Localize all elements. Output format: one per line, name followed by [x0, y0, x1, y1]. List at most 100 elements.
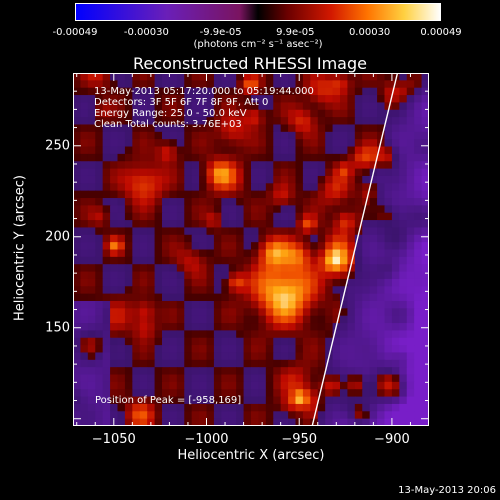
heatmap-cell [73, 220, 82, 229]
heatmap-cell [377, 249, 386, 258]
heatmap-cell [265, 308, 274, 317]
heatmap-cell [354, 124, 363, 133]
heatmap-cell [139, 323, 148, 331]
heatmap-cell [414, 190, 423, 199]
heatmap-cell [354, 102, 363, 111]
heatmap-cell [384, 205, 393, 214]
heatmap-cell [406, 124, 415, 133]
heatmap-cell [302, 374, 311, 383]
heatmap-cell [325, 242, 334, 251]
heatmap-cell [124, 139, 133, 148]
heatmap-cell [251, 175, 260, 184]
heatmap-cell [354, 300, 363, 309]
heatmap-cell [273, 205, 282, 214]
heatmap-cell [147, 109, 156, 118]
heatmap-cell [221, 389, 230, 398]
heatmap-cell [162, 80, 171, 89]
heatmap-cell [310, 168, 319, 177]
heatmap-cell [243, 95, 252, 104]
heatmap-cell [377, 418, 386, 426]
heatmap-cell [124, 168, 133, 177]
heatmap-cell [280, 308, 289, 317]
heatmap-cell [325, 308, 334, 317]
heatmap-cell [310, 256, 319, 265]
heatmap-cell [280, 73, 289, 81]
heatmap-cell [384, 352, 393, 361]
heatmap-cell [325, 330, 334, 339]
heatmap-cell [221, 190, 230, 199]
heatmap-cell [154, 345, 163, 354]
heatmap-cell [132, 352, 141, 361]
x-tick-label: −900 [374, 432, 410, 447]
heatmap-cell [95, 131, 104, 140]
heatmap-cell [73, 293, 82, 302]
heatmap-cell [406, 271, 415, 280]
heatmap-cell [80, 330, 89, 339]
heatmap-cell [110, 95, 119, 104]
heatmap-cell [73, 249, 82, 258]
heatmap-cell [288, 80, 297, 89]
heatmap-cell [421, 352, 429, 361]
heatmap-cell [273, 352, 282, 361]
heatmap-cell [243, 264, 252, 273]
heatmap-cell [362, 117, 371, 126]
heatmap-cell [199, 315, 208, 324]
heatmap-cell [87, 80, 96, 89]
heatmap-cell [340, 198, 349, 206]
heatmap-cell [199, 153, 208, 162]
heatmap-cell [147, 286, 156, 295]
heatmap-cell [221, 168, 230, 177]
heatmap-cell [295, 190, 304, 199]
heatmap-cell [332, 345, 341, 354]
heatmap-cell [132, 337, 141, 346]
heatmap-cell [95, 205, 104, 214]
heatmap-cell [73, 205, 82, 214]
heatmap-cell [280, 161, 289, 170]
heatmap-cell [228, 352, 237, 361]
heatmap-cell [73, 411, 82, 420]
heatmap-cell [325, 117, 334, 126]
heatmap-cell [288, 367, 297, 376]
heatmap-cell [80, 403, 89, 412]
heatmap-cell [169, 323, 178, 331]
heatmap-cell [414, 293, 423, 302]
heatmap-cell [117, 293, 126, 302]
heatmap-cell [421, 183, 429, 192]
heatmap-cell [162, 139, 171, 148]
heatmap-cell [377, 278, 386, 287]
heatmap-cell [288, 212, 297, 221]
heatmap-cell [347, 227, 356, 236]
heatmap-cell [176, 227, 185, 236]
heatmap-cell [251, 359, 260, 368]
heatmap-cell [87, 242, 96, 251]
heatmap-cell [154, 102, 163, 111]
heatmap-cell [213, 308, 222, 317]
heatmap-cell [340, 418, 349, 426]
heatmap-cell [191, 87, 200, 96]
heatmap-cell [391, 227, 400, 236]
plot-frame [73, 73, 429, 426]
heatmap-cell [236, 300, 245, 309]
heatmap-cell [332, 256, 341, 265]
heatmap-cell [265, 183, 274, 192]
heatmap-cell [139, 411, 148, 420]
heatmap-cell [124, 411, 133, 420]
heatmap-cell [132, 381, 141, 390]
heatmap-cell [124, 352, 133, 361]
heatmap-cell [221, 367, 230, 376]
heatmap-cell [162, 87, 171, 96]
heatmap-cell [369, 286, 378, 295]
heatmap-cell [317, 286, 326, 295]
heatmap-cell [391, 102, 400, 111]
heatmap-cell [162, 411, 171, 420]
heatmap-cell [325, 146, 334, 155]
heatmap-cell [251, 337, 260, 346]
heatmap-cell [228, 359, 237, 368]
heatmap-cell [362, 264, 371, 273]
heatmap-cell [213, 345, 222, 354]
heatmap-cell [221, 286, 230, 295]
heatmap-cell [124, 234, 133, 243]
heatmap-cell [139, 315, 148, 324]
heatmap-cell [384, 374, 393, 383]
heatmap-cell [243, 256, 252, 265]
